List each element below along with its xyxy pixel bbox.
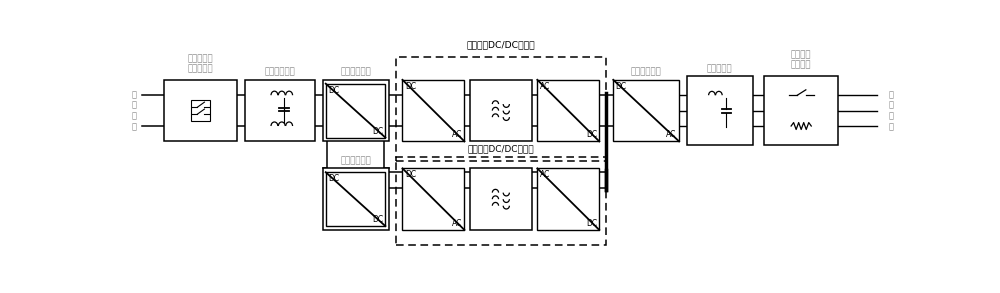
Bar	[326, 172, 385, 226]
Text: 对外输出
控制单元: 对外输出 控制单元	[791, 50, 811, 70]
Bar	[687, 76, 753, 145]
Text: AC: AC	[452, 130, 462, 139]
Bar	[396, 157, 606, 245]
Bar	[402, 168, 464, 230]
Text: AC: AC	[666, 130, 677, 139]
Bar	[245, 80, 315, 142]
Bar	[613, 80, 679, 142]
Text: DC: DC	[328, 174, 339, 183]
Bar	[470, 80, 532, 142]
Bar	[326, 84, 385, 138]
Text: DC: DC	[405, 170, 416, 179]
Bar	[537, 168, 599, 230]
Text: DC: DC	[586, 219, 597, 228]
Text: 三相逆变单元: 三相逆变单元	[631, 68, 662, 77]
Text: DC: DC	[586, 130, 597, 139]
Text: 中频隔离DC/DC变流器: 中频隔离DC/DC变流器	[468, 145, 534, 154]
Bar	[323, 168, 388, 230]
Text: 直
流
输
入: 直 流 输 入	[132, 90, 137, 131]
Bar	[764, 76, 838, 145]
Bar	[537, 80, 599, 142]
Text: DC: DC	[372, 127, 383, 136]
Text: AC: AC	[452, 219, 462, 228]
Text: DC: DC	[616, 82, 627, 91]
Bar	[396, 57, 606, 161]
Bar	[164, 80, 237, 142]
Bar	[402, 80, 464, 142]
Text: AC: AC	[540, 82, 550, 91]
Text: 交
流
输
出: 交 流 输 出	[888, 90, 893, 131]
Text: 前级升压单元: 前级升压单元	[340, 68, 371, 77]
Bar	[323, 80, 388, 142]
Text: DC: DC	[405, 82, 416, 91]
Text: 中频隔离DC/DC变流器: 中频隔离DC/DC变流器	[467, 41, 535, 50]
Text: 输入滤波单元: 输入滤波单元	[265, 68, 295, 77]
Text: 输出滤波器: 输出滤波器	[707, 64, 733, 73]
Text: 输入开关与
预充电单元: 输入开关与 预充电单元	[188, 54, 213, 74]
Text: 前级升压单元: 前级升压单元	[340, 156, 371, 165]
Text: AC: AC	[540, 170, 550, 179]
Text: DC: DC	[328, 86, 339, 95]
Bar	[191, 100, 210, 121]
Text: DC: DC	[372, 215, 383, 224]
Bar	[470, 168, 532, 230]
